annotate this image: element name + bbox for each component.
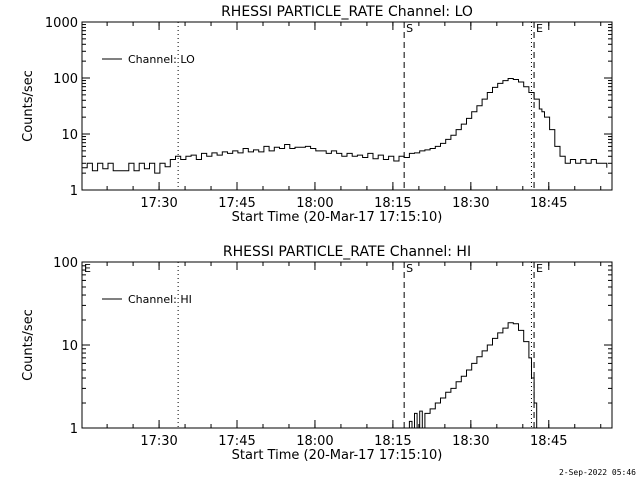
panel-lo-title: RHESSI PARTICLE_RATE Channel: LO bbox=[221, 4, 473, 20]
panel-hi-frame bbox=[81, 261, 613, 429]
panel-lo-x-axis-label: Start Time (20-Mar-17 17:15:10) bbox=[232, 210, 443, 225]
panel-lo-x-tick-label: 18:15 bbox=[374, 196, 411, 211]
panel-lo-y-tick-label: 1000 bbox=[45, 16, 78, 31]
panel-hi-x-tick-label: 18:30 bbox=[452, 434, 489, 449]
panel-lo-y-axis-label: Counts/sec bbox=[21, 70, 36, 142]
plot-timestamp: 2-Sep-2022 05:46 bbox=[558, 468, 636, 477]
panel-hi-title: RHESSI PARTICLE_RATE Channel: HI bbox=[223, 244, 471, 260]
panel-lo-x-tick-label: 17:45 bbox=[218, 196, 255, 211]
panel-hi-x-tick-label: 18:45 bbox=[530, 434, 567, 449]
panel-hi-marker-s-label: S bbox=[406, 262, 413, 275]
panel-hi-y-axis-label: Counts/sec bbox=[21, 309, 36, 381]
panel-lo-y-tick-label: 10 bbox=[61, 128, 78, 143]
panel-lo-x-tick-label: 18:00 bbox=[296, 196, 333, 211]
panel-lo-y-tick-label: 100 bbox=[53, 72, 78, 87]
panel-hi-legend-label: Channel: HI bbox=[128, 293, 192, 306]
panel-lo-x-tick-label: 18:30 bbox=[452, 196, 489, 211]
panel-hi-marker-e-label: E bbox=[536, 262, 543, 275]
panel-hi-x-axis-label: Start Time (20-Mar-17 17:15:10) bbox=[232, 448, 443, 463]
panel-lo-y-tick-label: 1 bbox=[70, 184, 78, 199]
panel-hi-corner-label: E bbox=[84, 262, 91, 275]
panel-lo-frame bbox=[81, 21, 613, 191]
panel-hi-y-tick-label: 10 bbox=[61, 339, 78, 354]
panel-hi-x-tick-label: 17:45 bbox=[218, 434, 255, 449]
panel-lo-marker-e-label: E bbox=[536, 22, 543, 35]
panel-hi-series-line bbox=[406, 322, 538, 429]
panel-hi-y-tick-label: 100 bbox=[53, 256, 78, 271]
panel-hi-x-tick-label: 18:00 bbox=[296, 434, 333, 449]
panel-hi-x-tick-label: 18:15 bbox=[374, 434, 411, 449]
panel-lo-x-tick-label: 17:30 bbox=[140, 196, 177, 211]
panel-lo-series-line bbox=[82, 78, 608, 174]
panel-lo-marker-s-label: S bbox=[406, 22, 413, 35]
panel-lo-x-tick-label: 18:45 bbox=[530, 196, 567, 211]
panel-lo-legend-label: Channel: LO bbox=[128, 53, 195, 66]
panel-hi-y-tick-label: 1 bbox=[70, 422, 78, 437]
panel-hi-x-tick-label: 17:30 bbox=[140, 434, 177, 449]
